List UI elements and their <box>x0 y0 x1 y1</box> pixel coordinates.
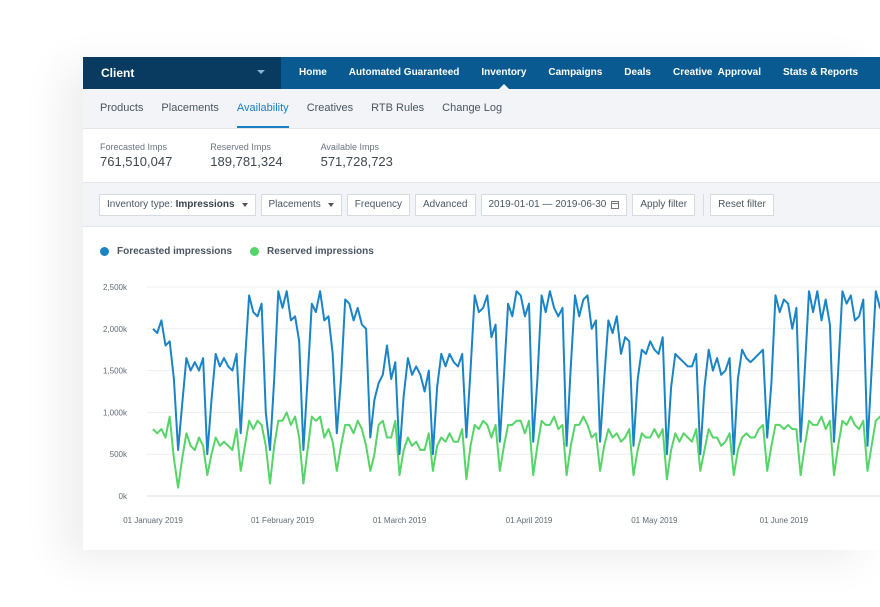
availability-line-chart: 2,500k 2,000k 1,500k 1,000k 500k 0k 01 January… <box>103 283 880 525</box>
y-tick-label: 2,500k <box>103 283 128 292</box>
x-tick-label: 01 March 2019 <box>373 516 427 525</box>
stat-value: 189,781,324 <box>210 154 283 169</box>
y-tick-label: 0k <box>119 492 128 501</box>
nav-campaigns[interactable]: Campaigns <box>548 67 603 78</box>
chevron-down-icon <box>257 70 265 74</box>
y-tick-label: 1,500k <box>103 367 128 376</box>
chevron-down-icon <box>241 202 248 207</box>
inventory-type-value: Impressions <box>175 198 235 210</box>
tab-placements[interactable]: Placements <box>161 102 219 114</box>
legend-item-reserved[interactable]: Reserved impressions <box>250 246 374 257</box>
apply-filter-button[interactable]: Apply filter <box>632 193 696 216</box>
y-tick-label: 500k <box>110 450 128 459</box>
tab-change-log[interactable]: Change Log <box>442 102 503 114</box>
stat-label: Reserved Imps <box>210 142 271 152</box>
x-tick-label: 01 April 2019 <box>506 516 553 525</box>
date-range-input[interactable]: 2019-01-01 — 2019-06-30 <box>480 193 628 216</box>
divider <box>703 193 705 216</box>
date-range-value: 2019-01-01 — 2019-06-30 <box>488 198 607 210</box>
x-tick-label: 01 January 2019 <box>123 516 183 525</box>
nav-automated-guaranteed[interactable]: Automated Guaranteed <box>348 67 460 78</box>
stat-reserved: Reserved Imps 189,781,324 <box>210 129 282 182</box>
stat-label: Available Imps <box>320 142 379 152</box>
stat-label: Forecasted Imps <box>100 142 168 152</box>
client-label: Client <box>101 66 135 80</box>
series-line-forecasted[interactable] <box>152 290 880 456</box>
chart-legend: Forecasted impressions Reserved impressi… <box>100 246 392 257</box>
tab-availability[interactable]: Availability <box>236 89 289 128</box>
inventory-type-dropdown[interactable]: Inventory type: Impressions <box>99 193 256 216</box>
legend-dot-forecasted <box>100 247 109 256</box>
legend-item-forecasted[interactable]: Forecasted impressions <box>100 246 232 257</box>
filter-bar: Inventory type: Impressions Placements F… <box>83 183 880 227</box>
reset-filter-button[interactable]: Reset filter <box>710 193 774 216</box>
app-window: Client Home Automated Guaranteed Invento… <box>83 57 880 550</box>
tab-products[interactable]: Products <box>100 102 144 114</box>
nav-inventory[interactable]: Inventory <box>481 57 526 89</box>
x-tick-label: 01 February 2019 <box>251 516 315 525</box>
main-nav: Home Automated Guaranteed Inventory Camp… <box>281 57 880 89</box>
stats-summary: Forecasted Imps 761,510,047 Reserved Imp… <box>83 129 880 183</box>
stat-value: 571,728,723 <box>320 154 393 169</box>
inventory-type-label: Inventory type: <box>107 198 173 210</box>
legend-label: Forecasted impressions <box>117 246 233 257</box>
placements-label: Placements <box>268 198 321 210</box>
client-selector[interactable]: Client <box>83 57 281 89</box>
nav-home[interactable]: Home <box>299 67 327 78</box>
top-nav-bar: Client Home Automated Guaranteed Invento… <box>83 57 880 89</box>
stat-available: Available Imps 571,728,723 <box>321 129 393 182</box>
stat-forecasted: Forecasted Imps 761,510,047 <box>100 129 172 182</box>
y-tick-label: 1,000k <box>103 408 128 417</box>
series-line-reserved[interactable] <box>152 411 880 489</box>
frequency-button[interactable]: Frequency <box>346 193 411 216</box>
nav-deals[interactable]: Deals <box>624 67 651 78</box>
legend-dot-reserved <box>250 247 260 256</box>
nav-stats-reports[interactable]: Stats & Reports <box>782 67 858 78</box>
x-tick-label: 01 June 2019 <box>760 516 809 525</box>
nav-creative-approval[interactable]: Creative Approval <box>672 67 761 78</box>
sub-nav: Products Placements Availability Creativ… <box>83 89 880 129</box>
tab-rtb-rules[interactable]: RTB Rules <box>371 102 425 114</box>
y-tick-label: 2,000k <box>103 325 128 334</box>
tab-creatives[interactable]: Creatives <box>306 102 354 114</box>
placements-dropdown[interactable]: Placements <box>260 193 342 216</box>
legend-label: Reserved impressions <box>267 246 374 257</box>
x-tick-label: 01 May 2019 <box>631 516 678 525</box>
advanced-button[interactable]: Advanced <box>415 193 476 216</box>
calendar-icon <box>611 200 620 209</box>
stat-value: 761,510,047 <box>100 154 173 169</box>
chevron-down-icon <box>327 202 334 207</box>
